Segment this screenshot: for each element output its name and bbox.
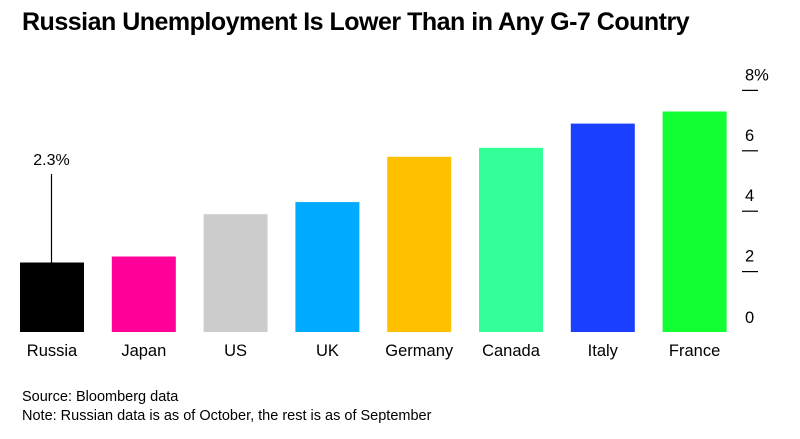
bar-uk xyxy=(295,202,360,332)
category-labels-layer: Russia Japan US UK Germany Canada Italy France xyxy=(27,342,720,360)
annotation-layer: 2.3% xyxy=(33,152,70,263)
category-label-italy: Italy xyxy=(588,342,619,360)
category-label-uk: UK xyxy=(316,342,339,360)
bar-italy xyxy=(570,123,635,332)
bar-russia xyxy=(20,262,84,332)
bar-canada xyxy=(479,147,543,332)
annotation-label: 2.3% xyxy=(33,152,69,169)
data-note: Note: Russian data is as of October, the… xyxy=(22,408,432,424)
category-label-japan: Japan xyxy=(121,342,166,360)
footnotes: Source: Bloomberg data Note: Russian dat… xyxy=(22,388,431,426)
category-label-russia: Russia xyxy=(27,342,78,360)
y-axis: 0 2 4 6 8% xyxy=(742,66,769,327)
y-tick-label-4: 4 xyxy=(745,187,754,205)
y-tick-label-0: 0 xyxy=(745,309,754,327)
category-label-germany: Germany xyxy=(385,342,454,360)
bar-germany xyxy=(387,156,452,332)
category-label-us: US xyxy=(224,342,247,360)
bar-japan xyxy=(111,256,176,332)
bars-layer xyxy=(20,111,727,332)
y-tick-label-6: 6 xyxy=(745,127,754,145)
source-note: Source: Bloomberg data xyxy=(22,389,179,405)
y-tick-label-2: 2 xyxy=(745,248,754,266)
chart-title: Russian Unemployment Is Lower Than in An… xyxy=(22,8,690,36)
bar-france xyxy=(662,111,727,332)
category-label-canada: Canada xyxy=(482,342,541,360)
bar-us xyxy=(203,214,268,332)
y-tick-label-8: 8% xyxy=(745,66,769,84)
category-label-france: France xyxy=(669,342,720,360)
